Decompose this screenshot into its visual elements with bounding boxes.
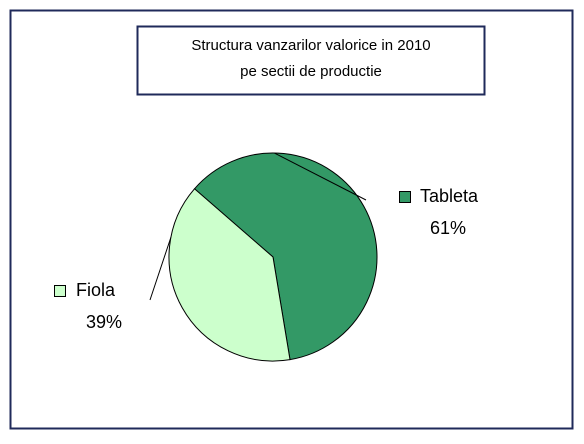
chart-title: Structura vanzarilor valorice in 2010 — [191, 37, 430, 54]
slice-label: Tableta — [420, 186, 479, 206]
leader-line — [274, 152, 367, 201]
legend-swatch — [399, 191, 411, 203]
slice-value-label: 61% — [430, 218, 466, 238]
pie-slice — [193, 152, 378, 361]
legend-swatch — [54, 285, 66, 297]
slice-value-label: 39% — [86, 312, 122, 332]
leader-line — [149, 237, 172, 301]
chart-title: pe sectii de productie — [240, 63, 382, 80]
title-box — [136, 25, 486, 96]
pie-slice — [168, 188, 291, 362]
slice-label: Fiola — [76, 280, 116, 300]
